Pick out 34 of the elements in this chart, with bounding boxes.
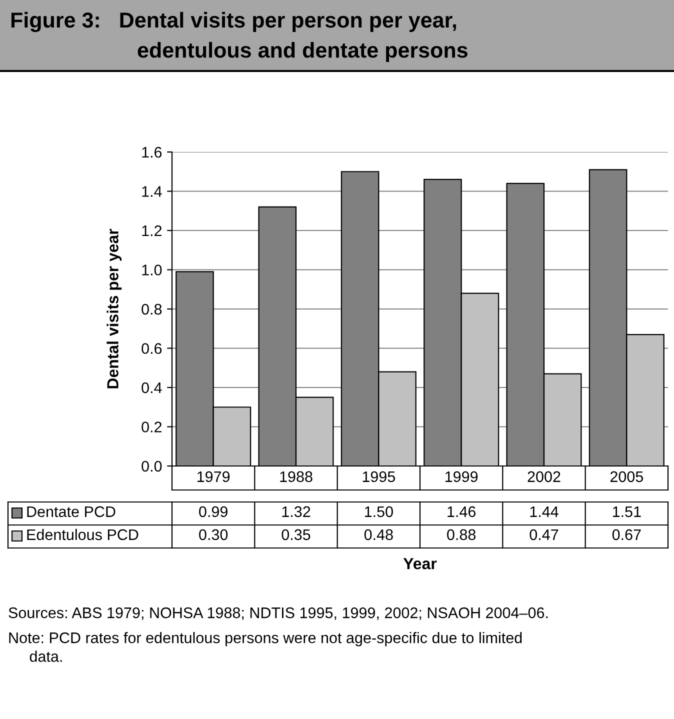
x-tick-label: 2005 xyxy=(610,471,644,482)
data-label: 0.30 xyxy=(199,529,228,540)
y-axis-title: Dental visits per year xyxy=(106,228,122,388)
data-label: 1.46 xyxy=(448,506,476,518)
x-tick-label: 1979 xyxy=(198,471,230,482)
x-tick-label: 1999 xyxy=(446,471,478,482)
data-label: 0.47 xyxy=(530,529,558,540)
data-label: 1.44 xyxy=(530,506,558,517)
data-label: 0.99 xyxy=(199,506,228,518)
data-label: 1.51 xyxy=(612,506,641,518)
data-label: 0.88 xyxy=(447,529,476,540)
y-tick-label: 0.8 xyxy=(142,304,162,315)
legend-label: Dentate PCD xyxy=(27,506,116,518)
x-tick-label: 2002 xyxy=(528,471,560,482)
y-tick-label: 1.2 xyxy=(142,225,162,236)
y-tick-label: 0.0 xyxy=(142,460,162,472)
source-note: Sources: ABS 1979; NOHSA 1988; NDTIS 1995, 1999, 2002; NSAOH 2004–06. xyxy=(8,607,548,620)
data-label: 0.48 xyxy=(364,529,393,540)
y-tick-label: 1.4 xyxy=(142,186,162,197)
y-tick-label: 1.6 xyxy=(142,146,162,158)
x-tick-label: 1995 xyxy=(362,471,396,482)
data-label: 0.35 xyxy=(282,529,310,540)
x-tick-label: 1988 xyxy=(280,471,312,482)
chart-title: Figure 3: Dental visits per person per year, edentulous and dentate persons xyxy=(11,12,468,62)
text: Note: PCD rates for edentulous persons were not age-specific due to limited data. xyxy=(9,632,522,662)
x-axis-title: Year xyxy=(403,558,437,570)
y-tick-label: 0.6 xyxy=(142,343,162,354)
y-tick-label: 0.4 xyxy=(142,382,162,394)
data-label: 1.32 xyxy=(282,506,310,518)
y-tick-label: 1.0 xyxy=(142,264,162,276)
data-label: 1.50 xyxy=(364,506,393,518)
legend-label: Edentulous PCD xyxy=(27,528,138,540)
y-tick-label: 0.2 xyxy=(142,422,162,432)
data-label: 0.67 xyxy=(612,529,641,540)
